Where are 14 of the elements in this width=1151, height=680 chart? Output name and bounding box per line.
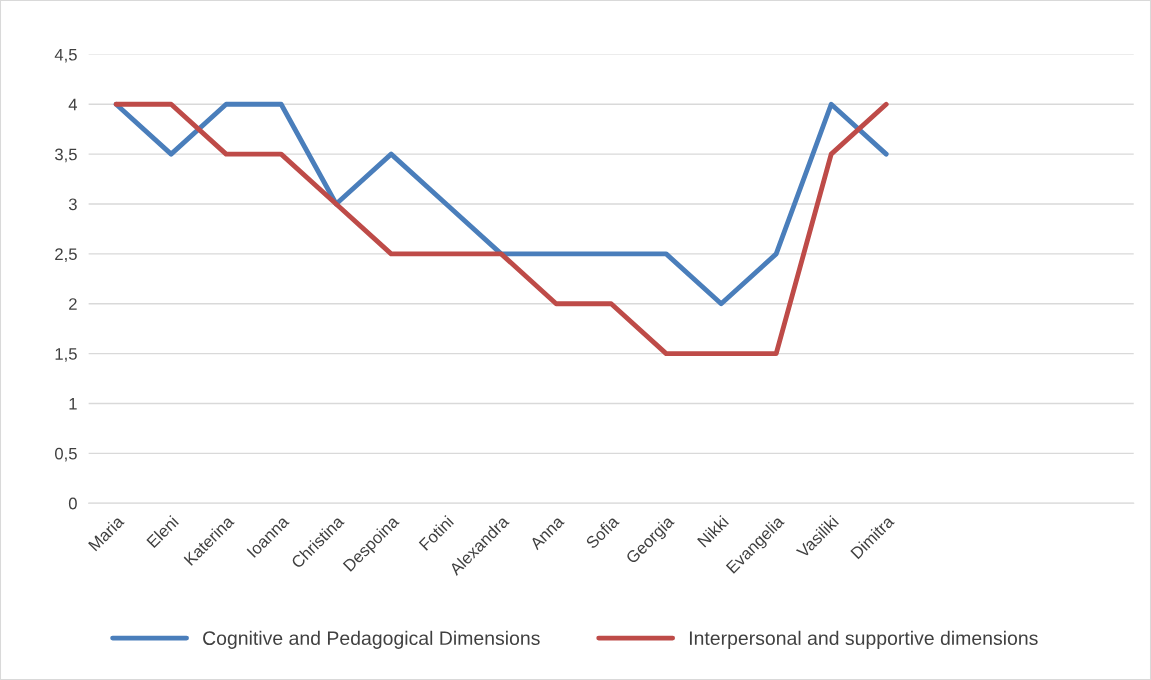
line-series [113, 101, 889, 307]
y-tick-label: 1,5 [55, 348, 77, 362]
line-series [113, 101, 889, 357]
y-tick-label: 2 [69, 298, 77, 310]
legend-label: Interpersonal and supportive dimensions [689, 630, 1038, 649]
y-tick-label: 3,5 [54, 148, 77, 163]
legend-label: Cognitive and Pedagogical Dimensions [203, 630, 540, 649]
y-tick-label: 2,5 [55, 248, 77, 263]
y-tick-label: 0,5 [55, 447, 77, 462]
y-tick-label: 4 [68, 98, 78, 111]
y-tick-label: 3 [68, 198, 77, 211]
y-tick-label: 4,5 [54, 48, 77, 63]
y-tick-label: 0 [68, 497, 77, 510]
y-tick-label: 1 [69, 398, 77, 410]
